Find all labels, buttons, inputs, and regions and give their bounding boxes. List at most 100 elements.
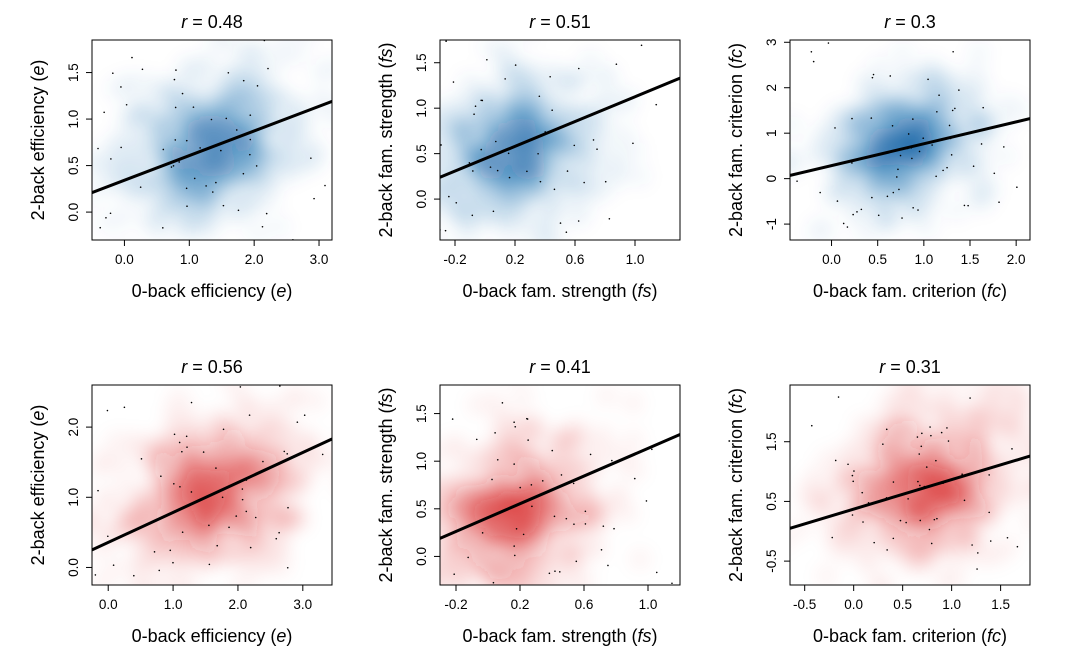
outlier-point xyxy=(215,181,217,184)
outlier-point xyxy=(110,158,112,160)
outlier-point xyxy=(286,566,289,569)
outlier-point xyxy=(947,440,950,442)
outlier-point xyxy=(174,106,177,109)
outlier-point xyxy=(249,153,251,156)
outlier-point xyxy=(552,32,554,34)
outlier-point xyxy=(842,222,845,225)
outlier-point xyxy=(931,144,933,146)
regression-line xyxy=(790,117,1030,177)
outlier-point xyxy=(541,480,544,482)
y-tick-label: 1.0 xyxy=(66,488,81,507)
outlier-point xyxy=(901,217,903,219)
title-symbol: r xyxy=(181,357,188,377)
outlier-point xyxy=(851,474,854,477)
outlier-point xyxy=(938,94,940,97)
y-axis-label: 2-back fam. criterion (fc) xyxy=(726,388,746,582)
outlier-point xyxy=(951,109,954,112)
outlier-point xyxy=(473,113,475,116)
outlier-point xyxy=(278,531,280,534)
x-tick-label: 1.0 xyxy=(180,252,199,267)
outlier-point xyxy=(228,526,230,529)
outlier-point xyxy=(555,264,557,266)
panels: 0.0 1.0 2.0 3.0 0.0 0.5 1.0 1.5 r = 0.48 0-back e… xyxy=(28,12,1031,646)
outlier-point xyxy=(249,114,252,116)
outlier-point xyxy=(526,170,528,173)
chart-title: r = 0.41 xyxy=(529,357,591,377)
outlier-point xyxy=(851,117,853,120)
outlier-point xyxy=(897,168,899,171)
title-value: 0.41 xyxy=(556,357,591,377)
panel-3: 0.0 0.5 1.0 1.5 2.0 -1 0 1 2 3 r = 0.3 0-back fam. … xyxy=(726,12,1031,301)
outlier-point xyxy=(265,212,268,215)
y-tick-label: 2 xyxy=(764,84,779,92)
outlier-point xyxy=(873,375,875,377)
outlier-point xyxy=(558,571,561,573)
outlier-point xyxy=(853,470,855,472)
outlier-point xyxy=(158,569,161,572)
y-tick-label: 0.5 xyxy=(764,492,779,511)
outlier-point xyxy=(836,200,839,202)
outlier-point xyxy=(810,424,813,427)
outlier-point xyxy=(99,226,102,229)
outlier-point xyxy=(283,450,286,453)
outlier-point xyxy=(205,185,207,187)
outlier-point xyxy=(255,165,258,167)
outlier-point xyxy=(655,103,658,106)
outlier-point xyxy=(507,152,510,155)
outlier-point xyxy=(513,421,515,424)
density-cloud xyxy=(421,32,658,266)
outlier-point xyxy=(133,574,135,577)
y-axis-label: 2-back efficiency (e) xyxy=(28,60,48,221)
outlier-point xyxy=(368,475,370,477)
outlier-point xyxy=(539,180,542,183)
density-cloud xyxy=(790,375,1030,585)
outlier-point xyxy=(918,453,921,455)
outlier-point xyxy=(173,482,175,485)
outlier-point xyxy=(929,426,931,428)
outlier-point xyxy=(548,572,551,575)
outlier-point xyxy=(436,519,438,521)
outlier-point xyxy=(162,227,164,229)
outlier-point xyxy=(1003,146,1005,148)
outlier-point xyxy=(421,213,423,215)
outlier-point xyxy=(471,214,474,217)
outlier-point xyxy=(565,231,568,234)
outlier-point xyxy=(97,489,99,492)
outlier-point xyxy=(141,68,144,71)
outlier-point xyxy=(481,99,484,102)
outlier-point xyxy=(225,117,228,120)
outlier-point xyxy=(453,573,455,576)
outlier-point xyxy=(343,500,345,502)
x-tick-label: 0.2 xyxy=(506,252,525,267)
outlier-point xyxy=(917,209,919,211)
outlier-point xyxy=(851,162,853,164)
outlier-point xyxy=(208,563,211,566)
x-tick-label: 1.5 xyxy=(991,597,1010,612)
outlier-point xyxy=(425,497,427,499)
outlier-point xyxy=(608,217,611,220)
y-tick-label: 0.5 xyxy=(414,499,429,518)
outlier-point xyxy=(173,433,176,436)
outlier-point xyxy=(565,517,568,520)
outlier-point xyxy=(467,556,469,559)
outlier-point xyxy=(489,166,492,168)
outlier-point xyxy=(448,195,450,198)
outlier-point xyxy=(575,560,578,563)
outlier-point xyxy=(834,459,837,462)
panel-6: -0.5 0.0 0.5 1.0 1.5 -0.5 0.5 1.5 r = 0.31 0-back… xyxy=(726,357,1031,646)
outlier-point xyxy=(245,510,248,513)
chart-title: r = 0.56 xyxy=(181,357,243,377)
outlier-point xyxy=(313,197,315,200)
outlier-point xyxy=(651,448,653,451)
outlier-point xyxy=(425,478,427,480)
outlier-point xyxy=(559,594,561,596)
outlier-point xyxy=(919,519,922,522)
outlier-point xyxy=(492,210,495,213)
outlier-point xyxy=(434,422,436,424)
outlier-point xyxy=(1016,186,1018,188)
outlier-point xyxy=(936,517,938,520)
outlier-point xyxy=(220,149,222,152)
outlier-point xyxy=(468,161,471,164)
outlier-point xyxy=(592,139,595,141)
outlier-point xyxy=(788,102,790,104)
